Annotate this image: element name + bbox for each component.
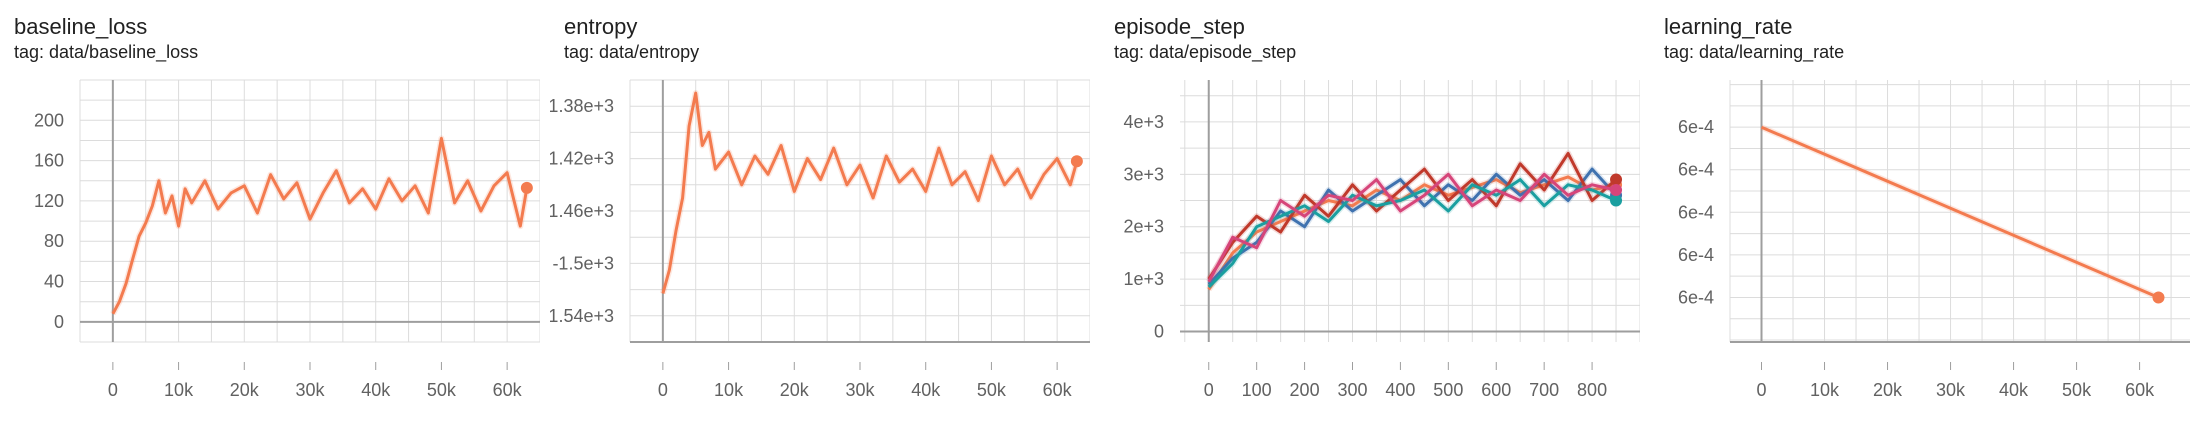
panel-entropy: entropy tag: data/entropy 0 10k 20k 30k 40k 5… (550, 0, 1090, 428)
chart-svg[interactable]: 0 10k 20k 30k 40k 50k 60k 0 40 80 120 160 200 (0, 0, 540, 428)
series-line (661, 91, 1079, 294)
x-tick-label: 20k (1873, 380, 1903, 400)
panel-learning-rate: learning_rate tag: data/learning_rate 0 1… (1650, 0, 2190, 428)
x-tick-label: 10k (1810, 380, 1840, 400)
series-line (1207, 172, 1617, 283)
x-tick-label: 0 (658, 380, 668, 400)
y-tick-label: 6e-4 (1678, 245, 1714, 265)
y-tick-label: 0 (54, 312, 64, 332)
y-tick-label: 0 (1154, 322, 1164, 342)
x-tick-label: 20k (780, 380, 810, 400)
chart-tag: tag: data/baseline_loss (14, 42, 199, 62)
series-end-point (1610, 194, 1623, 207)
x-tick-label: 0 (108, 380, 118, 400)
x-tick-label: 10k (164, 380, 194, 400)
y-tick-label: 160 (34, 151, 64, 171)
x-tick-label: 50k (2062, 380, 2092, 400)
y-tick-label: 200 (34, 110, 64, 130)
x-tick-label: 60k (1043, 380, 1073, 400)
x-tick-label: 0 (1204, 380, 1214, 400)
x-tick-label: 20k (230, 380, 260, 400)
y-tick-label: 40 (44, 272, 64, 292)
series-end-point (2152, 291, 2165, 304)
x-tick-label: 40k (1999, 380, 2029, 400)
y-tick-label: -1.54e+3 (550, 306, 614, 326)
chart-tag: tag: data/episode_step (1114, 42, 1297, 62)
y-tick-label: -1.5e+3 (552, 253, 614, 273)
series-end-point (1070, 155, 1083, 168)
chart-title: baseline_loss (14, 14, 148, 39)
y-tick-label: -1.38e+3 (550, 96, 614, 116)
chart-svg[interactable]: 0 10k 20k 30k 40k 50k 60k -1.54e+3 -1.5e+3 -1.46e… (550, 0, 1090, 428)
y-tick-label: 1e+3 (1123, 269, 1164, 289)
y-tick-label: 6e-4 (1678, 202, 1714, 222)
series-line (1760, 125, 2160, 299)
x-tick-label: 200 (1290, 380, 1320, 400)
x-tick-label: 40k (911, 380, 941, 400)
series-end-point (1610, 173, 1623, 186)
x-tick-label: 50k (977, 380, 1007, 400)
series-raw-line (110, 135, 530, 316)
series-line (1207, 151, 1617, 280)
panel-baseline-loss: baseline_loss tag: data/baseline_loss 0 1… (0, 0, 540, 428)
chart-tag: tag: data/learning_rate (1664, 42, 1845, 62)
y-tick-label: 3e+3 (1123, 164, 1164, 184)
x-tick-label: 10k (714, 380, 744, 400)
x-tick-label: 300 (1337, 380, 1367, 400)
x-tick-label: 60k (493, 380, 523, 400)
y-tick-label: 6e-4 (1678, 287, 1714, 307)
chart-svg[interactable]: 0 100 200 300 400 500 600 700 800 0 1e+3 2e+3 3e+3 4e… (1100, 0, 1640, 428)
y-tick-label: 6e-4 (1678, 117, 1714, 137)
chart-title: episode_step (1114, 14, 1245, 39)
x-tick-label: 400 (1385, 380, 1415, 400)
chart-tag: tag: data/entropy (564, 42, 700, 62)
y-tick-label: -1.46e+3 (550, 201, 614, 221)
series-end-point (520, 181, 533, 194)
y-tick-label: 2e+3 (1123, 217, 1164, 237)
y-tick-label: 120 (34, 191, 64, 211)
series-line (111, 136, 529, 315)
y-tick-label: -1.42e+3 (550, 149, 614, 169)
series-end-point (1610, 184, 1623, 197)
x-tick-label: 60k (2125, 380, 2155, 400)
x-tick-label: 30k (295, 380, 325, 400)
x-tick-label: 30k (1936, 380, 1966, 400)
x-tick-label: 100 (1242, 380, 1272, 400)
chart-title: entropy (564, 14, 638, 39)
panel-episode-step: episode_step tag: data/episode_step 0 100… (1100, 0, 1640, 428)
x-tick-label: 40k (361, 380, 391, 400)
x-tick-label: 800 (1577, 380, 1607, 400)
chart-title: learning_rate (1664, 14, 1793, 39)
x-tick-label: 0 (1756, 380, 1766, 400)
y-tick-label: 80 (44, 231, 64, 251)
x-tick-label: 500 (1433, 380, 1463, 400)
y-tick-label: 6e-4 (1678, 160, 1714, 180)
series-line (1207, 178, 1617, 289)
x-tick-label: 50k (427, 380, 457, 400)
x-tick-label: 600 (1481, 380, 1511, 400)
x-tick-label: 700 (1529, 380, 1559, 400)
x-tick-label: 30k (845, 380, 875, 400)
y-tick-label: 4e+3 (1123, 112, 1164, 132)
chart-svg[interactable]: 0 10k 20k 30k 40k 50k 60k 6e-4 6e-4 6e-4 6e-4 6e-4 (1650, 0, 2190, 428)
